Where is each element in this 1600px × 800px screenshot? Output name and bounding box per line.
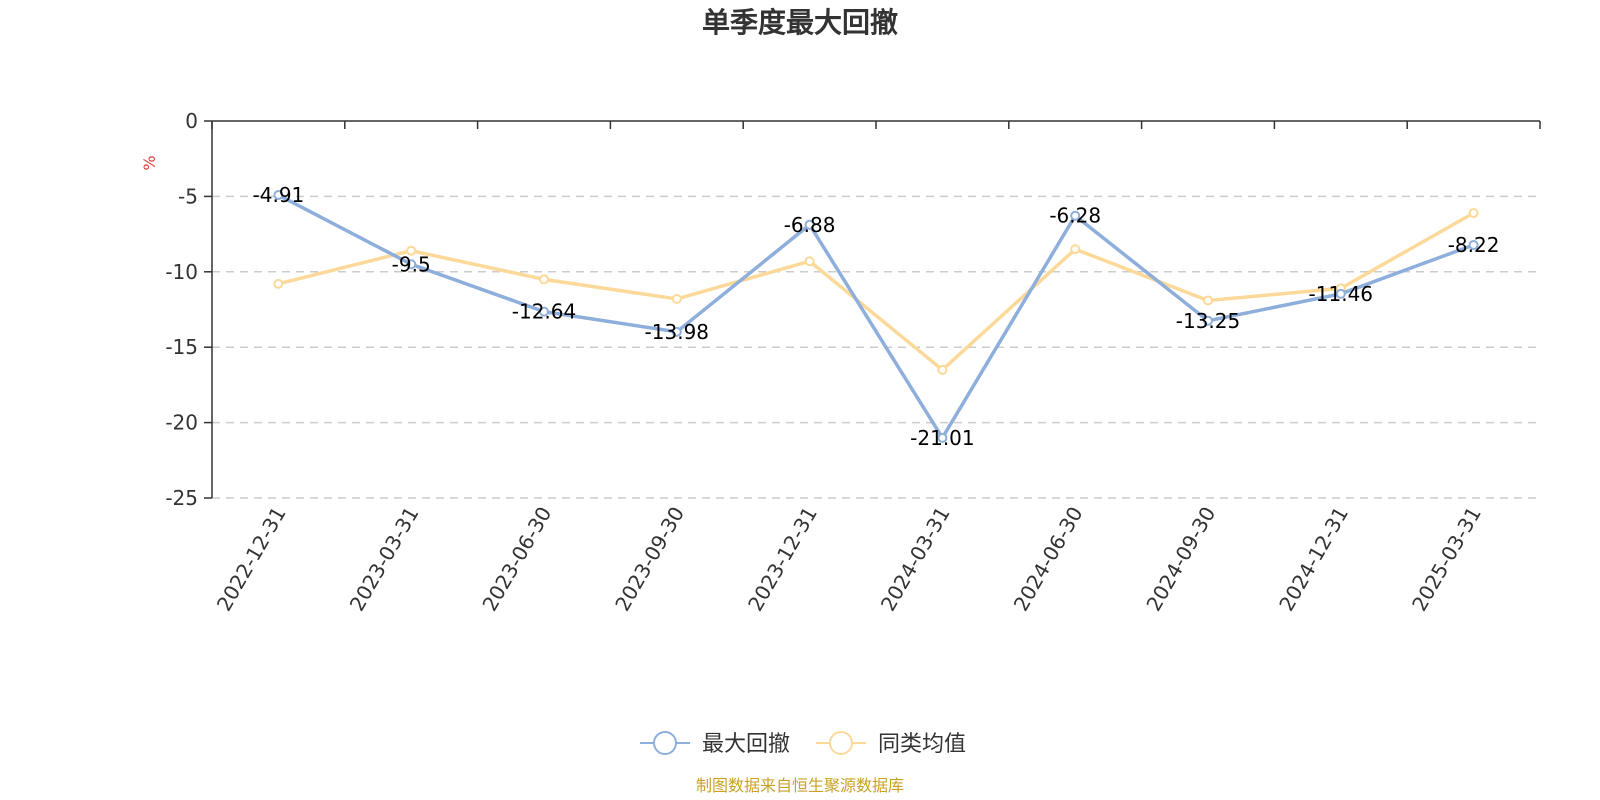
axes: 0 -5 -10 -15 -20 -25 2022-12-31 2023-03-31 2023-…: [165, 109, 1541, 616]
data-label: -21.01: [910, 426, 974, 450]
data-point: [1468, 207, 1479, 218]
x-tick-label: 2023-03-31: [345, 503, 424, 616]
legend-marker: [653, 731, 677, 755]
data-labels: -4.91 -9.5 -12.64 -13.98 -6.88 -21.01 -6.28 -13…: [253, 183, 1500, 450]
data-label: -13.25: [1176, 309, 1240, 333]
x-tick-label: 2023-09-30: [610, 503, 689, 616]
data-label: -13.98: [645, 320, 709, 344]
grid-lines: [212, 195, 1540, 499]
y-axis-unit: %: [140, 155, 159, 170]
x-tick-label: 2023-12-31: [743, 503, 822, 616]
data-point: [671, 326, 682, 337]
y-tick-label: -20: [165, 411, 198, 435]
y-tick-label: 0: [185, 109, 198, 133]
data-point: [937, 432, 948, 443]
legend-item-0[interactable]: 最大回撤: [640, 731, 790, 757]
data-label: -8.22: [1448, 233, 1500, 257]
legend-marker: [829, 731, 853, 755]
x-tick-label: 2024-12-31: [1274, 503, 1353, 616]
legend-label: 最大回撤: [702, 732, 790, 757]
data-point: [804, 256, 815, 267]
data-point: [804, 219, 815, 230]
data-point: [1203, 295, 1213, 306]
data-point: [406, 245, 417, 256]
data-point: [406, 259, 417, 270]
x-tick-label: 2022-12-31: [212, 503, 291, 616]
y-tick-label: -25: [165, 486, 198, 510]
data-label: -12.64: [512, 300, 576, 324]
data-point: [1203, 315, 1213, 326]
data-point: [1335, 288, 1346, 299]
series-lines: [273, 190, 1479, 443]
data-point: [273, 278, 284, 289]
data-label: -6.88: [784, 213, 836, 237]
data-label: -4.91: [253, 183, 305, 207]
data-point: [1468, 239, 1479, 250]
data-label: -11.46: [1309, 282, 1373, 306]
x-tick-label: 2024-06-30: [1009, 503, 1088, 616]
x-tick-label: 2024-09-30: [1141, 503, 1220, 616]
x-tick-label: 2025-03-31: [1407, 503, 1486, 616]
data-point: [1070, 244, 1081, 255]
data-point: [937, 364, 948, 375]
data-point: [671, 293, 682, 304]
legend-label: 同类均值: [878, 732, 966, 757]
data-label: -6.28: [1049, 204, 1101, 228]
y-tick-label: -5: [178, 184, 198, 208]
y-tick-label: -10: [165, 260, 198, 284]
data-point: [539, 306, 549, 317]
x-tick-label: 2024-03-31: [876, 503, 955, 616]
data-point: [273, 190, 284, 201]
legend[interactable]: 最大回撤 同类均值: [640, 731, 966, 757]
y-tick-label: -15: [165, 335, 198, 359]
chart-title: 单季度最大回撤: [702, 6, 898, 39]
series-line-0: [277, 193, 1475, 440]
data-point: [539, 274, 549, 285]
source-note: 制图数据来自恒生聚源数据库: [696, 776, 904, 795]
x-tick-label: 2023-06-30: [477, 503, 556, 616]
series-line-1: [277, 211, 1475, 372]
data-point: [1070, 210, 1081, 221]
legend-item-1[interactable]: 同类均值: [816, 731, 966, 757]
data-label: -9.5: [392, 252, 431, 276]
